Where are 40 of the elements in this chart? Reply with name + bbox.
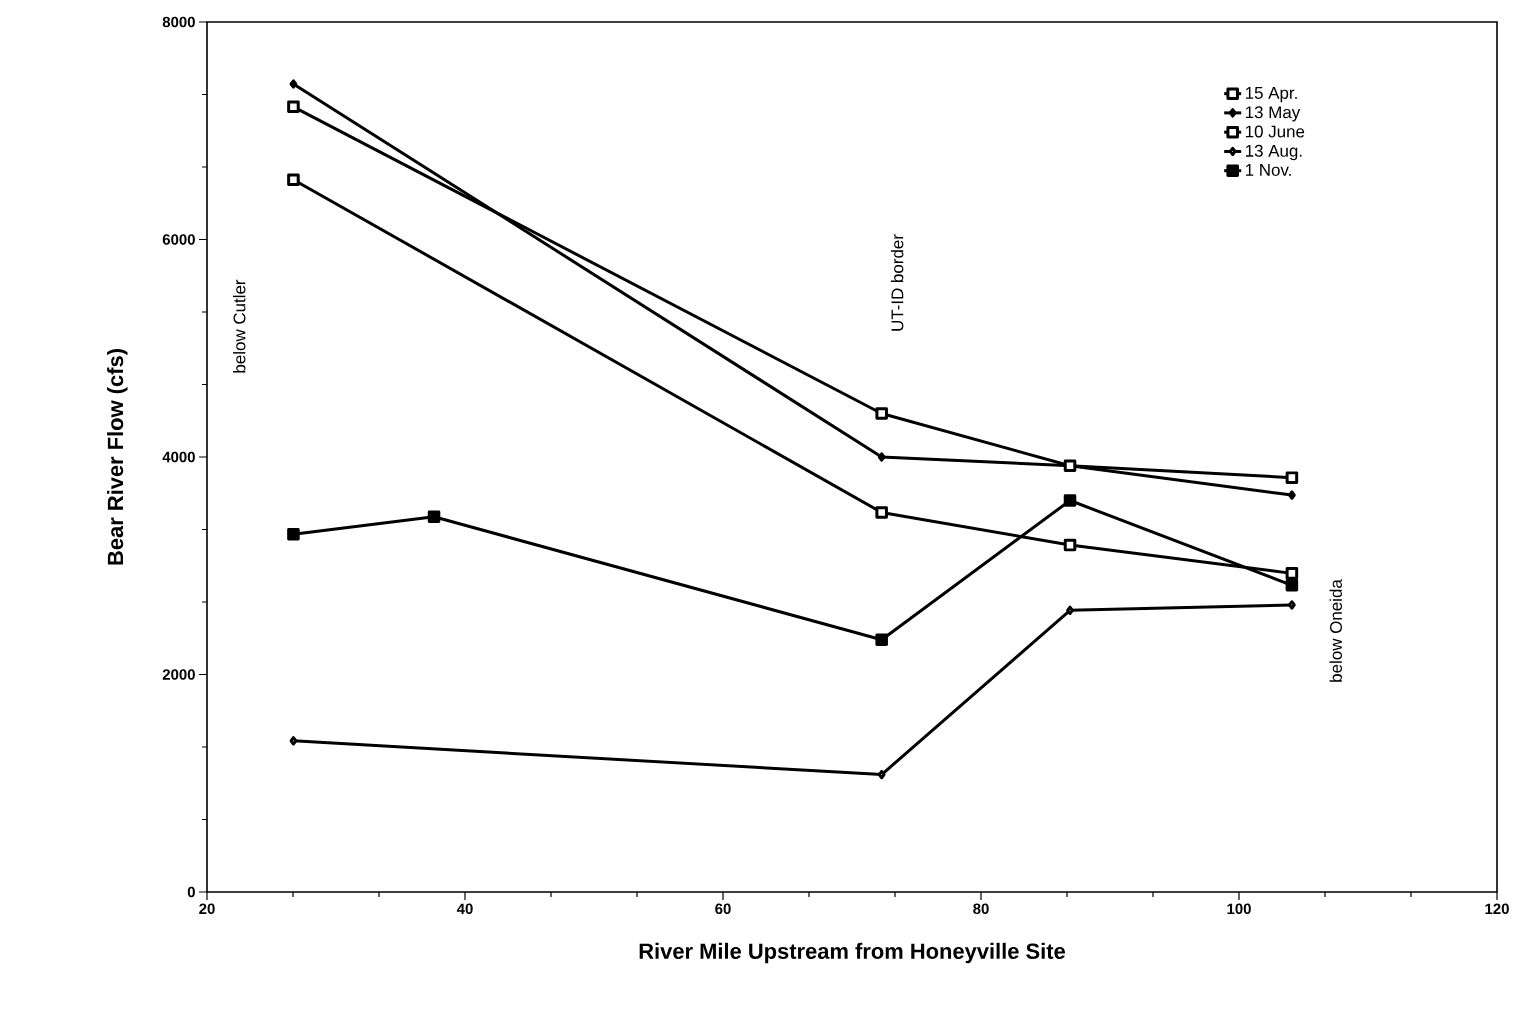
point (877, 769, 886, 780)
x-tick-label: 60 (715, 903, 731, 915)
x-axis-title: River Mile Upstream from Honeyville Site (639, 942, 1065, 964)
point (427, 510, 441, 524)
point (289, 736, 298, 746)
legend-label: 1 Nov. (1245, 164, 1291, 176)
point (1063, 494, 1077, 507)
point (1066, 605, 1074, 616)
y-tick-label: 2000 (162, 669, 195, 680)
x-tick-label: 80 (973, 903, 989, 915)
point (287, 527, 300, 541)
y-tick-label: 8000 (162, 16, 195, 28)
legend-label: 10 June (1245, 125, 1305, 138)
point (1063, 538, 1077, 552)
point (1285, 471, 1299, 484)
legend-label: 13 Aug. (1245, 144, 1302, 161)
legend-label: 13 May (1245, 106, 1301, 122)
annotation: below Cutler (233, 279, 246, 373)
x-tick-label: 120 (1485, 903, 1509, 915)
y-tick-label: 4000 (162, 451, 195, 463)
point (877, 452, 886, 462)
point (875, 407, 888, 420)
annotation: UT-ID border (890, 234, 904, 331)
legend-label: 15 Apr. (1245, 87, 1297, 103)
point (287, 173, 300, 186)
annotation: below Oneida (1329, 579, 1342, 682)
x-tick-label: 20 (199, 903, 215, 915)
point (1288, 490, 1296, 500)
y-tick-label: 6000 (162, 234, 195, 245)
point (1285, 567, 1299, 580)
y-tick-label: 0 (187, 886, 195, 898)
point (875, 506, 888, 519)
point (1288, 600, 1296, 610)
point (875, 633, 888, 646)
x-tick-label: 40 (456, 903, 473, 915)
point (289, 79, 298, 89)
point (287, 100, 300, 114)
point (1285, 579, 1299, 592)
x-tick-label: 100 (1227, 903, 1251, 915)
y-axis-title: Bear River Flow (cfs) (107, 349, 128, 565)
